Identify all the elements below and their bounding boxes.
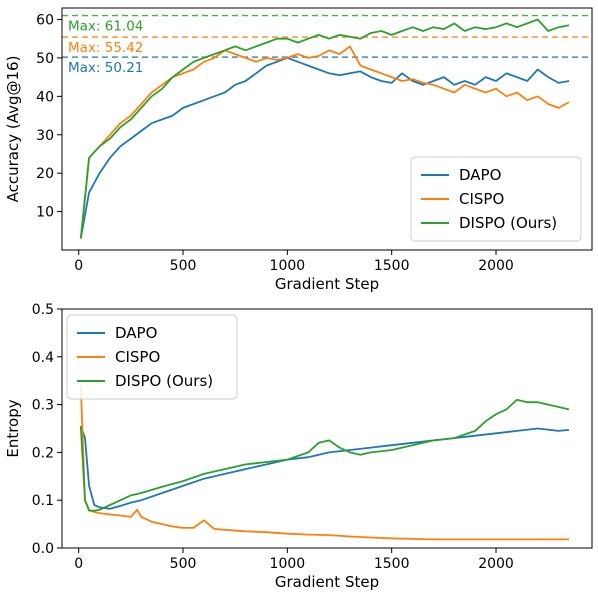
legend-label-cispo: CISPO — [115, 348, 160, 366]
y-axis-label: Entropy — [4, 399, 22, 457]
y-tick-label-5: 0.5 — [32, 302, 54, 318]
y-tick-label-1: 20 — [36, 166, 54, 182]
x-tick-label-2: 1000 — [270, 258, 306, 274]
y-tick-label-2: 30 — [36, 128, 54, 144]
legend: DAPO CISPO DISPO (Ours) — [410, 156, 582, 242]
legend-box — [66, 314, 238, 400]
legend: DAPO CISPO DISPO (Ours) — [66, 314, 238, 400]
max-label-0: Max: 61.04 — [68, 19, 143, 35]
legend-label-dispo-ours: DISPO (Ours) — [115, 372, 213, 390]
series-line-cispo — [79, 45, 570, 239]
entropy-chart: 0 500 1000 1500 2000 0.0 0.1 0.2 0.3 0.4 0.5 Gradie… — [4, 302, 593, 591]
x-tick-label-3: 1500 — [374, 258, 410, 274]
x-tick-label-1: 500 — [170, 258, 197, 274]
legend-box — [410, 156, 582, 242]
y-tick-label-2: 0.2 — [32, 445, 54, 461]
y-tick-label-0: 10 — [36, 205, 54, 221]
legend-label-dapo: DAPO — [459, 166, 501, 184]
y-tick-label-4: 0.4 — [32, 350, 54, 366]
accuracy-chart: Max: 61.04 Max: 55.42 Max: 50.21 0 500 1000 15… — [4, 7, 593, 293]
y-tick-label-4: 50 — [36, 51, 54, 67]
y-axis-label: Accuracy (Avg@16) — [4, 56, 22, 203]
y-tick-label-3: 40 — [36, 89, 54, 105]
x-tick-label-1: 500 — [170, 556, 197, 572]
legend-label-cispo: CISPO — [459, 190, 504, 208]
plot-frame — [61, 308, 593, 549]
x-axis-label: Gradient Step — [275, 573, 379, 591]
series-line-dapo — [79, 425, 570, 510]
x-tick-label-3: 1500 — [374, 556, 410, 572]
series-line-dispo-ours — [79, 398, 570, 512]
x-tick-label-4: 2000 — [478, 556, 514, 572]
series-line-dispo-ours — [79, 18, 570, 239]
series-line-cispo — [79, 385, 569, 541]
max-label-1: Max: 55.42 — [68, 40, 143, 56]
plot-frame — [61, 7, 593, 251]
y-tick-label-3: 0.3 — [32, 398, 54, 414]
x-tick-label-4: 2000 — [478, 258, 514, 274]
x-tick-label-0: 0 — [74, 258, 83, 274]
y-tick-label-0: 0.0 — [32, 541, 54, 557]
legend-label-dapo: DAPO — [115, 324, 157, 342]
x-axis-label: Gradient Step — [275, 275, 379, 293]
x-tick-label-2: 1000 — [270, 556, 306, 572]
x-tick-label-0: 0 — [74, 556, 83, 572]
y-tick-label-1: 0.1 — [32, 493, 54, 509]
series-line-dapo — [79, 57, 570, 239]
max-label-2: Max: 50.21 — [68, 60, 143, 76]
y-tick-label-5: 60 — [36, 13, 54, 29]
legend-label-dispo-ours: DISPO (Ours) — [459, 214, 557, 232]
